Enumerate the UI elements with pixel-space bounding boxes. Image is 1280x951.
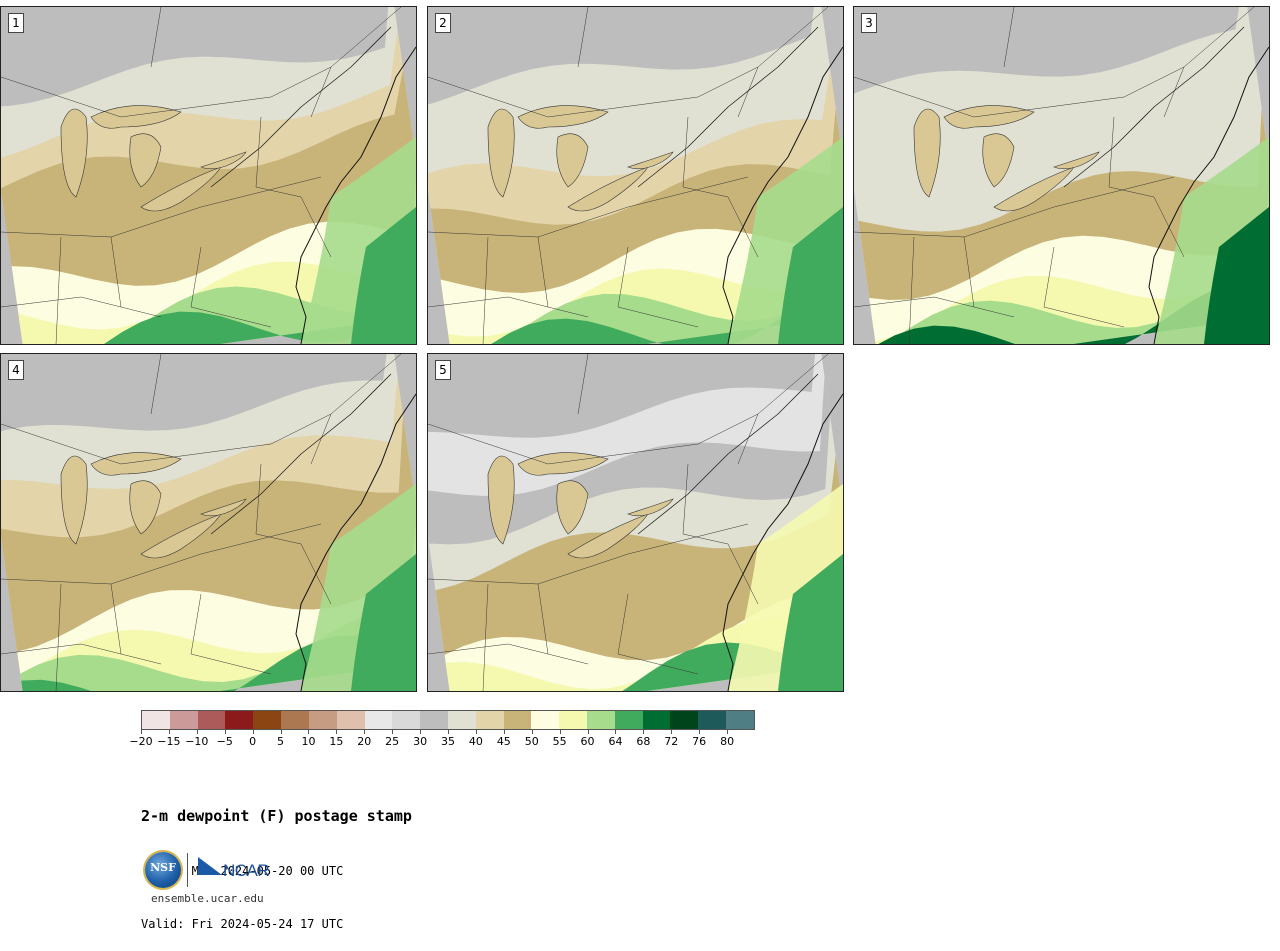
colorbar-tick-mark	[699, 730, 701, 734]
dewpoint-band	[18, 202, 416, 344]
nsf-logo-icon	[145, 852, 181, 888]
colorbar-swatch	[225, 711, 254, 729]
dewpoint-map	[428, 7, 843, 344]
colorbar-swatch	[308, 711, 337, 729]
colorbar-swatch	[642, 711, 671, 729]
colorbar-tick-label: 40	[468, 735, 483, 748]
colorbar-tick-label: 72	[664, 735, 679, 748]
colorbar-tick-mark	[364, 730, 366, 734]
colorbar-tick-mark	[392, 730, 394, 734]
panel-number: 1	[8, 13, 24, 33]
dewpoint-map	[1, 7, 416, 344]
colorbar-tick-mark	[420, 730, 422, 734]
dewpoint-map	[1, 354, 416, 691]
panel-number: 5	[435, 360, 451, 380]
logos: NSF NCAR	[145, 851, 275, 889]
colorbar-tick-mark	[727, 730, 729, 734]
colorbar-tick-label: −5	[216, 735, 233, 748]
colorbar-swatch	[281, 711, 309, 729]
colorbar-tick-mark	[224, 730, 226, 734]
colorbar-swatch	[726, 711, 754, 729]
colorbar-tick-label: 76	[692, 735, 707, 748]
colorbar-swatch	[420, 711, 448, 729]
panel-number: 4	[8, 360, 24, 380]
colorbar-tick-label: 0	[249, 735, 257, 748]
colorbar	[141, 710, 755, 730]
map-panel-5: 5	[427, 353, 844, 692]
colorbar-swatch	[364, 711, 393, 729]
map-panel-2: 2	[427, 6, 844, 345]
colorbar-tick-label: 35	[441, 735, 455, 748]
colorbar-tick-label: 80	[720, 735, 735, 748]
panel-number: 2	[435, 13, 451, 33]
colorbar-tick-label: 68	[636, 735, 651, 748]
colorbar-swatch	[197, 711, 226, 729]
ncar-logo-icon	[198, 857, 222, 875]
colorbar-swatch	[559, 711, 587, 729]
colorbar-tick-mark	[671, 730, 673, 734]
colorbar-tick-mark	[643, 730, 645, 734]
colorbar-ticks: −20 −15 −10 −5 0 5 10 15 20 25 30 35 40 45 50 55 60 64 68 7…	[129, 730, 755, 750]
colorbar-tick-mark	[531, 730, 533, 734]
colorbar-swatch	[142, 711, 170, 729]
colorbar-swatch	[392, 711, 421, 729]
colorbar-tick-mark	[615, 730, 617, 734]
ncar-logo-text: NCAR	[223, 861, 270, 880]
colorbar-swatch	[336, 711, 365, 729]
colorbar-tick-label: 60	[580, 735, 595, 748]
map-panel-1: 1	[0, 6, 417, 345]
colorbar-swatch	[614, 711, 643, 729]
colorbar-tick-label: 20	[357, 735, 372, 748]
colorbar-tick-mark	[196, 730, 198, 734]
colorbar-swatch	[698, 711, 727, 729]
colorbar-tick-mark	[308, 730, 310, 734]
colorbar-tick-mark	[503, 730, 505, 734]
colorbar-tick-mark	[475, 730, 477, 734]
colorbar-tick-label: 25	[385, 735, 400, 748]
colorbar-tick-label: 30	[413, 735, 428, 748]
colorbar-tick-label: −15	[157, 735, 181, 748]
colorbar-tick-label: 5	[277, 735, 285, 748]
colorbar-tick-label: 64	[608, 735, 623, 748]
colorbar-tick-label: 10	[301, 735, 316, 748]
colorbar-tick-mark	[559, 730, 561, 734]
colorbar-swatch	[253, 711, 282, 729]
chart-title: 2-m dewpoint (F) postage stamp	[141, 807, 412, 825]
colorbar-tick-label: 45	[496, 735, 511, 748]
site-url[interactable]: ensemble.ucar.edu	[151, 892, 264, 905]
colorbar-tick-label: −20	[129, 735, 153, 748]
dewpoint-band	[444, 549, 843, 691]
colorbar-tick-mark	[252, 730, 254, 734]
valid-time: Valid: Fri 2024-05-24 17 UTC	[141, 917, 344, 931]
map-panel-4: 4	[0, 353, 417, 692]
dewpoint-map	[428, 354, 843, 691]
dewpoint-map	[854, 7, 1269, 344]
dewpoint-band	[451, 242, 843, 344]
colorbar-tick-label: 15	[329, 735, 344, 748]
nsf-logo-text: NSF	[150, 861, 176, 874]
colorbar-tick-mark	[168, 730, 170, 734]
colorbar-tick-mark	[280, 730, 282, 734]
colorbar-swatch	[169, 711, 198, 729]
colorbar-swatch	[475, 711, 504, 729]
colorbar-swatch	[447, 711, 476, 729]
colorbar-tick-label: −10	[185, 735, 209, 748]
colorbar-swatch	[587, 711, 615, 729]
logo-divider	[187, 853, 188, 887]
colorbar-tick-mark	[141, 730, 142, 734]
panel-number: 3	[861, 13, 877, 33]
colorbar-swatch	[531, 711, 560, 729]
colorbar-tick-label: 50	[524, 735, 539, 748]
colorbar-tick-mark	[587, 730, 589, 734]
map-panel-3: 3	[853, 6, 1270, 345]
colorbar-tick-mark	[336, 730, 338, 734]
dewpoint-band	[20, 569, 416, 691]
dewpoint-band	[875, 242, 1269, 344]
colorbar-swatch	[503, 711, 532, 729]
colorbar-tick-mark	[448, 730, 449, 734]
colorbar-swatch	[670, 711, 699, 729]
colorbar-tick-label: 55	[552, 735, 567, 748]
